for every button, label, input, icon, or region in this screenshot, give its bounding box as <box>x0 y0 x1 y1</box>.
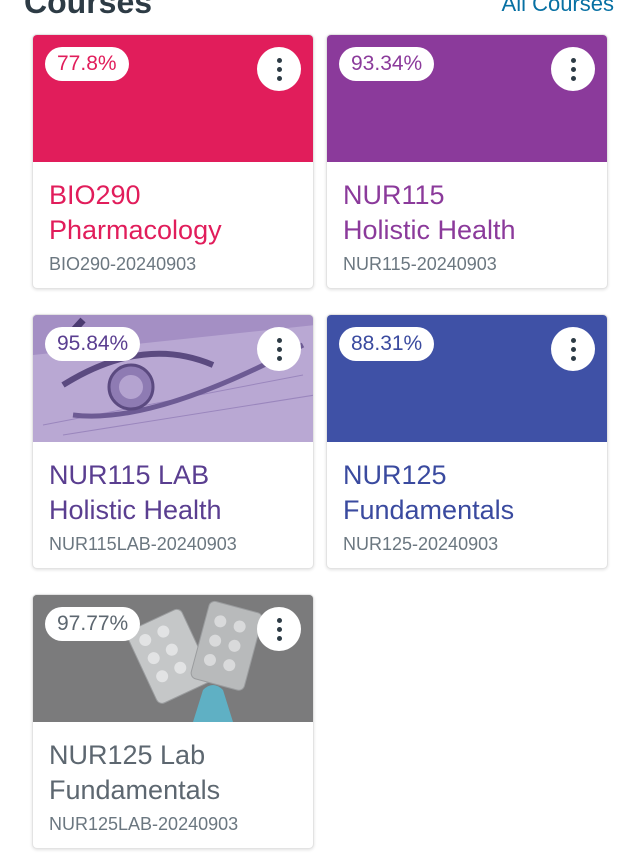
course-card-body: NUR115 LAB Holistic Health NUR115LAB-202… <box>49 458 301 555</box>
course-options-button[interactable] <box>257 607 301 651</box>
grade-badge: 97.77% <box>45 607 141 641</box>
course-card[interactable]: 95.84% NUR115 LAB Holistic Health NUR115… <box>32 314 314 569</box>
dot-icon <box>276 346 282 352</box>
dot-icon <box>276 66 282 72</box>
course-options-button[interactable] <box>551 327 595 371</box>
course-card-hero: 95.84% <box>33 315 313 442</box>
course-card-hero: 93.34% <box>327 35 607 162</box>
course-code: BIO290 <box>49 180 141 210</box>
course-card-body: NUR115 Holistic Health NUR115-20240903 <box>343 178 595 275</box>
grade-badge: 95.84% <box>45 327 141 361</box>
course-card[interactable]: 97.77% NUR125 Lab Fundamentals NUR125LAB… <box>32 594 314 849</box>
course-name: Pharmacology <box>49 215 222 245</box>
course-options-button[interactable] <box>257 47 301 91</box>
course-name: Fundamentals <box>49 775 221 805</box>
course-name: Holistic Health <box>49 495 222 525</box>
course-card[interactable]: 77.8% BIO290 Pharmacology BIO290-2024090… <box>32 34 314 289</box>
grade-badge: 93.34% <box>339 47 435 81</box>
dot-icon <box>276 75 282 81</box>
section-title: Courses <box>24 0 153 20</box>
grade-badge: 88.31% <box>339 327 435 361</box>
dot-icon <box>570 355 576 361</box>
course-card-hero: 88.31% <box>327 315 607 442</box>
course-term: NUR125-20240903 <box>343 534 499 554</box>
course-card-body: NUR125 Fundamentals NUR125-20240903 <box>343 458 595 555</box>
course-name: Fundamentals <box>343 495 515 525</box>
course-code: NUR125 Lab <box>49 740 206 770</box>
dot-icon <box>570 75 576 81</box>
dot-icon <box>276 635 282 641</box>
dot-icon <box>570 346 576 352</box>
course-card-body: NUR125 Lab Fundamentals NUR125LAB-202409… <box>49 738 301 835</box>
course-card-hero: 77.8% <box>33 35 313 162</box>
dot-icon <box>276 617 282 623</box>
course-card-hero: 97.77% <box>33 595 313 722</box>
dot-icon <box>276 57 282 63</box>
course-code: NUR125 <box>343 460 447 490</box>
course-card[interactable]: 93.34% NUR115 Holistic Health NUR115-202… <box>326 34 608 289</box>
course-term: BIO290-20240903 <box>49 254 197 274</box>
course-code: NUR115 <box>343 180 445 210</box>
dot-icon <box>276 626 282 632</box>
dot-icon <box>276 355 282 361</box>
grade-badge: 77.8% <box>45 47 129 81</box>
course-options-button[interactable] <box>257 327 301 371</box>
course-card[interactable]: 88.31% NUR125 Fundamentals NUR125-202409… <box>326 314 608 569</box>
course-name: Holistic Health <box>343 215 516 245</box>
course-card-body: BIO290 Pharmacology BIO290-20240903 <box>49 178 301 275</box>
dashboard-header: Courses All Courses <box>0 0 640 20</box>
course-code: NUR115 LAB <box>49 460 210 490</box>
course-term: NUR125LAB-20240903 <box>49 814 239 834</box>
dot-icon <box>276 337 282 343</box>
dot-icon <box>570 66 576 72</box>
all-courses-link[interactable]: All Courses <box>501 0 614 16</box>
dot-icon <box>570 337 576 343</box>
dot-icon <box>570 57 576 63</box>
pills-image <box>33 595 313 722</box>
course-term: NUR115LAB-20240903 <box>49 534 237 554</box>
course-term: NUR115-20240903 <box>343 254 497 274</box>
course-options-button[interactable] <box>551 47 595 91</box>
